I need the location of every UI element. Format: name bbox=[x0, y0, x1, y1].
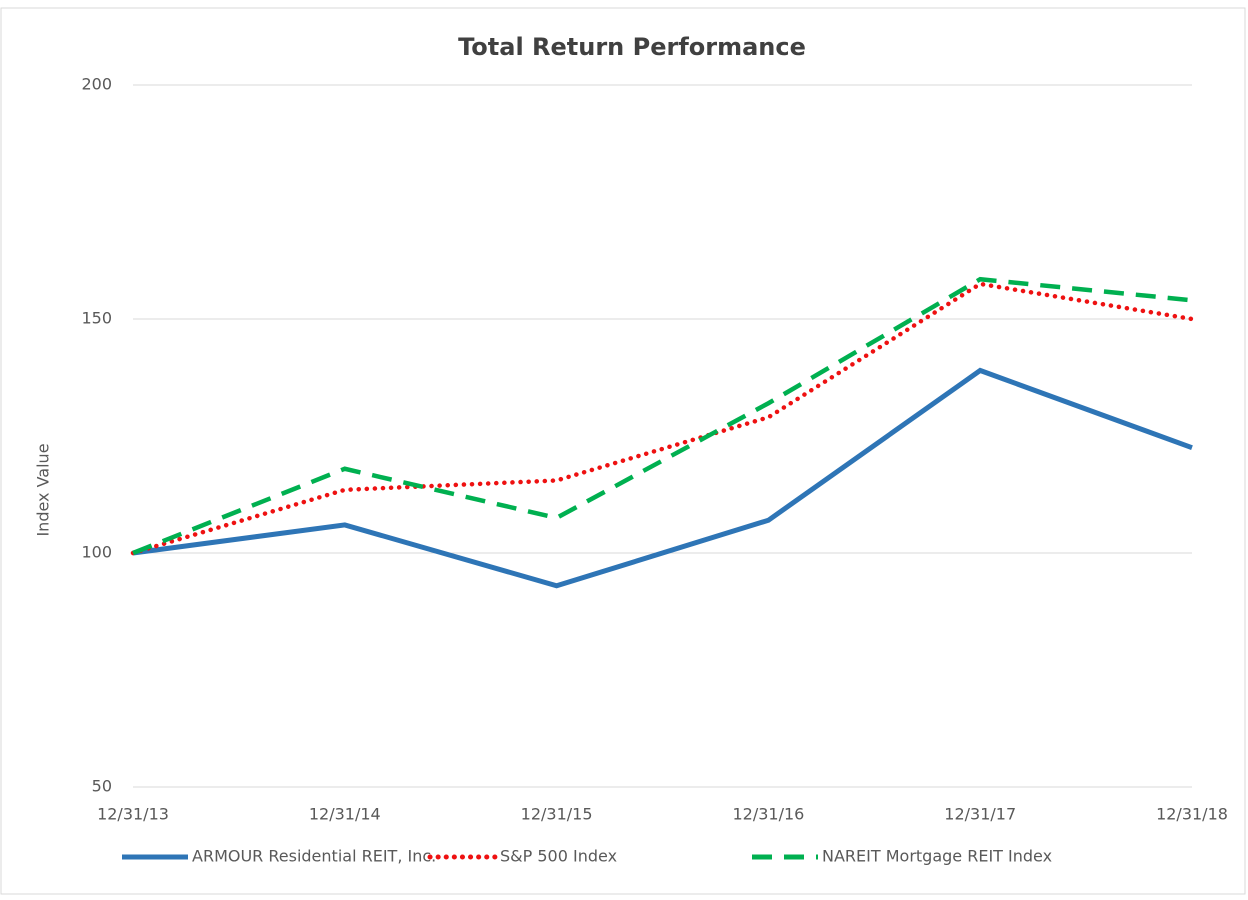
y-tick-label: 100 bbox=[81, 543, 112, 562]
x-tick-label: 12/31/16 bbox=[732, 805, 804, 824]
chart-title: Total Return Performance bbox=[458, 33, 806, 61]
series-line bbox=[130, 281, 1195, 556]
y-tick-label: 50 bbox=[92, 777, 112, 796]
x-tick-label: 12/31/17 bbox=[944, 805, 1016, 824]
legend-label: ARMOUR Residential REIT, Inc. bbox=[192, 847, 436, 866]
y-axis-label: Index Value bbox=[34, 443, 53, 536]
series-line bbox=[132, 367, 1193, 589]
y-tick-label: 200 bbox=[81, 75, 112, 94]
x-tick-label: 12/31/14 bbox=[309, 805, 381, 824]
x-tick-label: 12/31/18 bbox=[1156, 805, 1228, 824]
chart-border bbox=[0, 7, 1246, 895]
legend-label: NAREIT Mortgage REIT Index bbox=[822, 847, 1052, 866]
series-line bbox=[132, 276, 1193, 556]
x-tick-label: 12/31/13 bbox=[97, 805, 169, 824]
y-tick-label: 150 bbox=[81, 309, 112, 328]
legend-label: S&P 500 Index bbox=[500, 847, 617, 866]
x-tick-label: 12/31/15 bbox=[521, 805, 593, 824]
